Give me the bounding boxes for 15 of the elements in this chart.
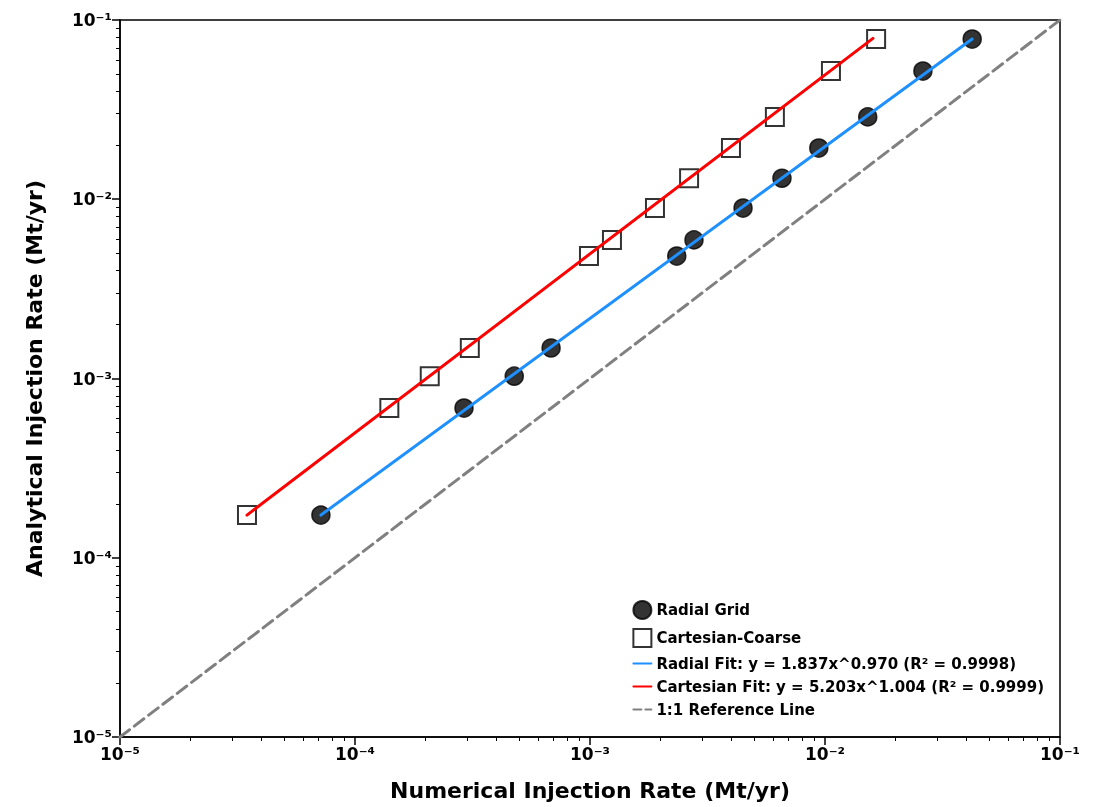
legend-label: Radial Grid xyxy=(656,601,751,619)
x-tick-label: 10⁻¹ xyxy=(1039,743,1081,764)
x-tick-label: 10⁻⁴ xyxy=(334,743,376,764)
x-tick-label: 10⁻² xyxy=(804,743,846,764)
legend-label: Radial Fit: y = 1.837x^0.970 (R² = 0.9998) xyxy=(656,654,1017,673)
legend-label: Cartesian-Coarse xyxy=(656,629,802,647)
y-tick-label: 10⁻² xyxy=(71,189,112,210)
y-tick-label: 10⁻³ xyxy=(71,368,112,389)
y-tick-label: 10⁻⁴ xyxy=(71,547,112,568)
x-tick-label: 10⁻³ xyxy=(569,743,611,764)
x-axis-title: Numerical Injection Rate (Mt/yr) xyxy=(390,777,790,803)
y-tick-label: 10⁻¹ xyxy=(71,10,112,30)
legend-label: 1:1 Reference Line xyxy=(656,700,815,719)
legend-label: Cartesian Fit: y = 5.203x^1.004 (R² = 0.9999) xyxy=(656,677,1045,696)
y-axis-title: Analytical Injection Rate (Mt/yr) xyxy=(21,179,47,578)
